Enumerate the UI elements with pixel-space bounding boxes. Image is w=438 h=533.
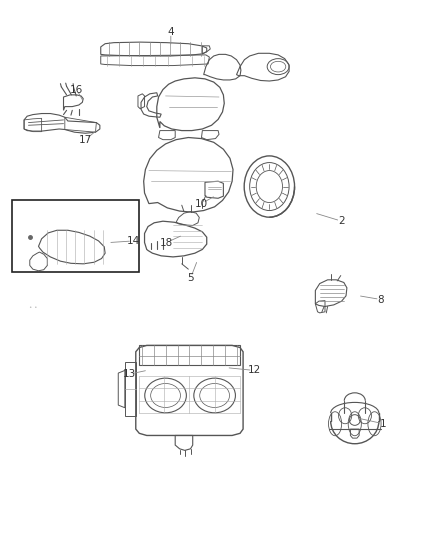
Text: 17: 17: [79, 135, 92, 144]
Text: 14: 14: [127, 236, 140, 246]
Text: 1: 1: [380, 419, 387, 429]
Text: 13: 13: [123, 369, 136, 379]
Text: • •: • •: [28, 305, 37, 310]
Text: 12: 12: [247, 366, 261, 375]
Text: 10: 10: [195, 199, 208, 208]
Text: 5: 5: [187, 273, 194, 283]
Text: 2: 2: [338, 216, 345, 226]
Text: 18: 18: [160, 238, 173, 247]
Text: 8: 8: [378, 295, 385, 304]
Bar: [12, 200, 139, 272]
Text: 4: 4: [167, 27, 174, 37]
Text: 16: 16: [70, 85, 83, 94]
